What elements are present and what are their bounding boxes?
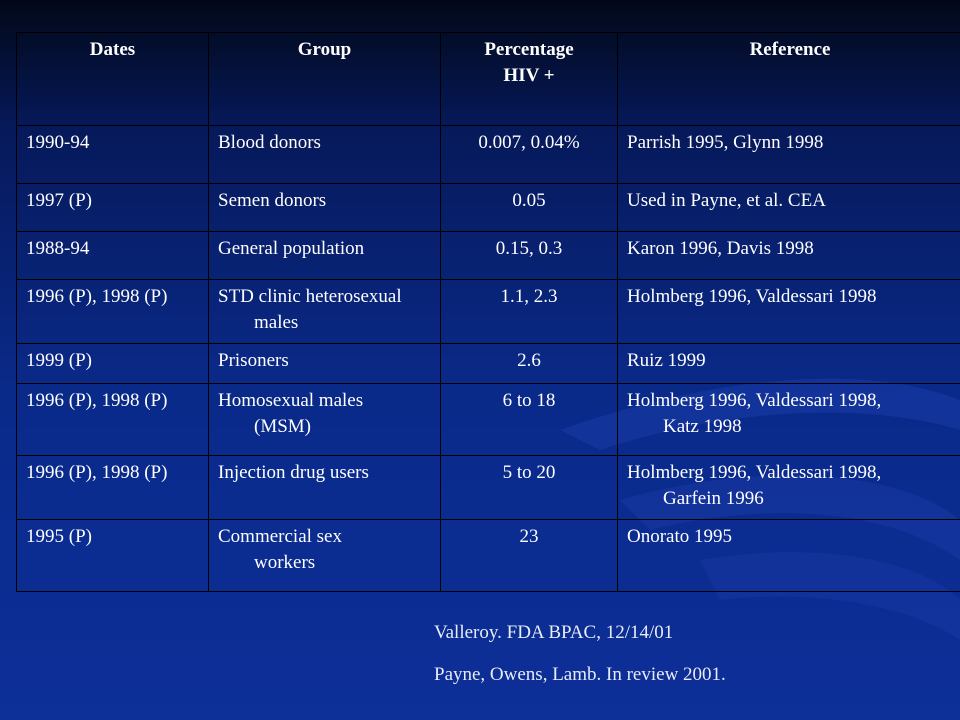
cell-reference: Parrish 1995, Glynn 1998 [617,125,960,184]
cell-dates: 1996 (P), 1998 (P) [16,455,209,520]
citation-valleroy: Valleroy. FDA BPAC, 12/14/01 [434,622,674,643]
cell-text: 1997 (P) [26,190,92,211]
cell-text: Injection drug users [218,462,369,483]
header-reference: Reference [617,32,960,126]
cell-reference: Onorato 1995 [617,519,960,592]
cell-reference: Used in Payne, et al. CEA [617,183,960,232]
table-row: 1990-94 Blood donors 0.007, 0.04% Parrish 1… [16,125,960,184]
table-row: 1996 (P), 1998 (P) Homosexual males (MSM) 6… [16,383,960,456]
cell-group: Commercial sex workers [208,519,441,592]
cell-text: Ruiz 1999 [627,350,706,371]
cell-percentage: 6 to 18 [440,383,618,456]
cell-percentage: 23 [440,519,618,592]
cell-percentage: 0.007, 0.04% [440,125,618,184]
cell-text: 6 to 18 [502,390,556,411]
cell-text: 1.1, 2.3 [500,286,558,307]
cell-text: STD clinic heterosexual [218,286,402,307]
cell-text: 2.6 [517,350,541,371]
cell-dates: 1988-94 [16,231,209,280]
header-percentage: Percentage HIV + [440,32,618,126]
cell-text: Holmberg 1996, Valdessari 1998 [627,286,877,307]
cell-reference: Ruiz 1999 [617,343,960,384]
cell-percentage: 2.6 [440,343,618,384]
citations: Valleroy. FDA BPAC, 12/14/01 Payne, Owen… [434,620,726,704]
cell-percentage: 5 to 20 [440,455,618,520]
cell-text: 0.15, 0.3 [495,238,563,259]
table-row: 1988-94 General population 0.15, 0.3 Karon … [16,231,960,280]
cell-text: (MSM) [254,416,312,437]
cell-reference: Holmberg 1996, Valdessari 1998, Katz 1998 [617,383,960,456]
cell-group: Blood donors [208,125,441,184]
cell-dates: 1996 (P), 1998 (P) [16,383,209,456]
cell-text: males [254,312,299,333]
cell-text: Commercial sex [218,526,342,547]
cell-text: Prisoners [218,350,289,371]
cell-text: Parrish 1995, Glynn 1998 [627,132,824,153]
cell-reference: Holmberg 1996, Valdessari 1998, Garfein 1… [617,455,960,520]
cell-text: 5 to 20 [502,462,556,483]
cell-text: Homosexual males [218,390,364,411]
cell-group: Prisoners [208,343,441,384]
cell-reference: Holmberg 1996, Valdessari 1998 [617,279,960,344]
cell-text: 0.05 [512,190,546,211]
table-header-row: Dates Group Percentage HIV + Reference [16,32,960,126]
cell-text: 0.007, 0.04% [478,132,580,153]
cell-percentage: 1.1, 2.3 [440,279,618,344]
table-row: 1996 (P), 1998 (P) Injection drug users 5 … [16,455,960,520]
cell-text: 1996 (P), 1998 (P) [26,286,168,307]
cell-dates: 1999 (P) [16,343,209,384]
cell-text: 23 [519,526,539,547]
cell-text: Blood donors [218,132,321,153]
header-dates: Dates [16,32,209,126]
cell-text: 1988-94 [26,238,90,259]
cell-group: General population [208,231,441,280]
cell-percentage: 0.15, 0.3 [440,231,618,280]
header-group: Group [208,32,441,126]
cell-text: 1999 (P) [26,350,92,371]
cell-text: Semen donors [218,190,327,211]
cell-text: Used in Payne, et al. CEA [627,190,826,211]
cell-text: Karon 1996, Davis 1998 [627,238,814,259]
cell-group: Semen donors [208,183,441,232]
cell-dates: 1995 (P) [16,519,209,592]
table-row: 1997 (P) Semen donors 0.05 Used in Payne, e… [16,183,960,232]
cell-group: STD clinic heterosexual males [208,279,441,344]
cell-text: 1996 (P), 1998 (P) [26,390,168,411]
cell-text: workers [254,552,316,573]
cell-group: Injection drug users [208,455,441,520]
cell-text: Garfein 1996 [663,488,764,509]
cell-dates: 1997 (P) [16,183,209,232]
cell-text: General population [218,238,365,259]
table-row: 1999 (P) Prisoners 2.6 Ruiz 1999 [16,343,960,384]
cell-text: Holmberg 1996, Valdessari 1998, [627,462,882,483]
cell-text: Onorato 1995 [627,526,733,547]
cell-text: Katz 1998 [663,416,742,437]
cell-text: Holmberg 1996, Valdessari 1998, [627,390,882,411]
cell-dates: 1990-94 [16,125,209,184]
cell-text: 1995 (P) [26,526,92,547]
cell-text: 1990-94 [26,132,90,153]
table-row: 1996 (P), 1998 (P) STD clinic heterosexua… [16,279,960,344]
cell-reference: Karon 1996, Davis 1998 [617,231,960,280]
cell-group: Homosexual males (MSM) [208,383,441,456]
cell-text: 1996 (P), 1998 (P) [26,462,168,483]
table-row: 1995 (P) Commercial sex workers 23 Onorato 1… [16,519,960,592]
hiv-prevalence-table: Dates Group Percentage HIV + Reference 1… [16,32,960,592]
citation-payne: Payne, Owens, Lamb. In review 2001. [434,664,726,685]
cell-percentage: 0.05 [440,183,618,232]
cell-dates: 1996 (P), 1998 (P) [16,279,209,344]
